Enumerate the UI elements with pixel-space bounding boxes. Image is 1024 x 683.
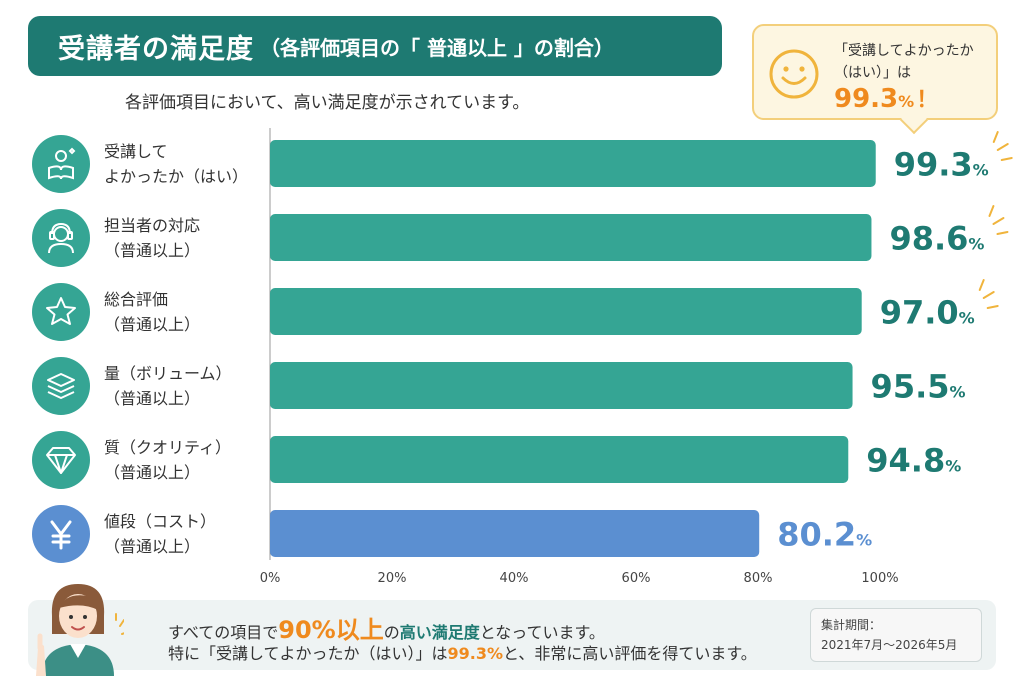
value-label-4: 94.8% [866,442,961,480]
row-label-3-line2: （普通以上） [104,389,201,408]
row-label-4: 質（クオリティ） （普通以上） [104,435,231,485]
summary-l1-highlight: 90%以上 [278,616,384,644]
row-label-0: 受講して よかったか（はい） [104,139,248,189]
row-label-3: 量（ボリューム） （普通以上） [104,361,232,411]
bar-0 [270,140,876,187]
summary-line1: すべての項目で90%以上の高い満足度となっています。 [168,610,605,645]
page-title: 受講者の満足度 [58,33,254,65]
callout-percent: % [898,92,915,111]
x-tick-label-1: 20% [378,571,407,586]
callout-line2: （はい）」は [834,65,911,81]
smile-icon [769,49,819,99]
summary-l1-post: となっています。 [479,623,605,642]
value-label-0: 99.3% [894,146,989,184]
value-label-1: 98.6% [889,220,984,258]
callout-number: 99.3 [834,84,899,114]
page-title-sub: （各評価項目の「 普通以上 」の割合） [260,35,614,60]
row-label-5-line2: （普通以上） [104,537,201,556]
bar-1 [270,214,872,261]
bar-2 [270,288,862,335]
sparkle-icon-2 [978,279,999,309]
row-label-5-line1: 値段（コスト） [104,512,217,531]
x-tick-label-0: 0% [260,571,281,586]
headset-person-icon [32,209,90,267]
star-icon [32,283,90,341]
summary-line2: 特に「受講してよかったか（はい）」は99.3%と、非常に高い評価を得ています。 [168,640,757,664]
bar-5 [270,510,760,557]
presenter-illustration [36,584,124,676]
summary-footer: すべての項目で90%以上の高い満足度となっています。 特に「受講してよかったか（… [28,600,996,670]
period-box: 集計期間： 2021年7月～2026年5月 [810,608,982,662]
page-subtitle: 各評価項目において、高い満足度が示されています。 [125,93,530,113]
stack-icon [32,357,90,415]
summary-l2-pre: 特に「受講してよかったか（はい）」は [168,644,448,663]
row-label-0-line1: 受講して [104,142,168,161]
x-tick-label-2: 40% [500,571,529,586]
row-label-3-line1: 量（ボリューム） [104,364,232,383]
callout-value: 99.3%！ [834,82,938,114]
bar-3 [270,362,853,409]
row-label-2-line1: 総合評価 [104,290,169,309]
value-label-3: 95.5% [871,368,966,406]
row-label-0-line2: よかったか（はい） [104,167,249,186]
title-banner: 受講者の満足度 （各評価項目の「 普通以上 」の割合） [28,16,722,76]
x-tick-label-3: 60% [622,571,651,586]
summary-l2-value: 99.3% [447,644,504,663]
row-label-2-line2: （普通以上） [104,315,201,334]
row-label-4-line2: （普通以上） [104,463,201,482]
row-label-1-line2: （普通以上） [104,241,201,260]
period-label: 集計期間： [821,618,882,632]
reading-person-icon [32,135,90,193]
row-label-1: 担当者の対応 （普通以上） [104,213,200,263]
yen-icon [32,505,90,563]
value-label-2: 97.0% [880,294,975,332]
summary-l2-post: と、非常に高い評価を得ています。 [503,644,757,663]
period-value: 2021年7月～2026年5月 [821,638,958,652]
summary-l1-pre: すべての項目で [168,623,279,642]
callout-exclaim: ！ [916,88,939,113]
row-label-5: 値段（コスト） （普通以上） [104,509,216,559]
summary-l1-mid: の [383,623,400,642]
row-label-1-line1: 担当者の対応 [104,216,201,235]
diamond-icon [32,431,90,489]
bar-4 [270,436,849,483]
highlight-callout: 「受講してよかったか （はい）」は 99.3%！ [752,24,998,120]
callout-line1: 「受講してよかったか [834,43,974,59]
row-label-2: 総合評価 （普通以上） [104,287,200,337]
sparkle-icon-1 [988,205,1009,235]
x-tick-label-4: 80% [744,571,773,586]
summary-l1-green: 高い満足度 [399,623,480,642]
x-tick-label-5: 100% [861,571,898,586]
sparkle-icon-0 [992,131,1013,161]
value-label-5: 80.2% [777,516,872,554]
row-label-4-line1: 質（クオリティ） [104,438,232,457]
